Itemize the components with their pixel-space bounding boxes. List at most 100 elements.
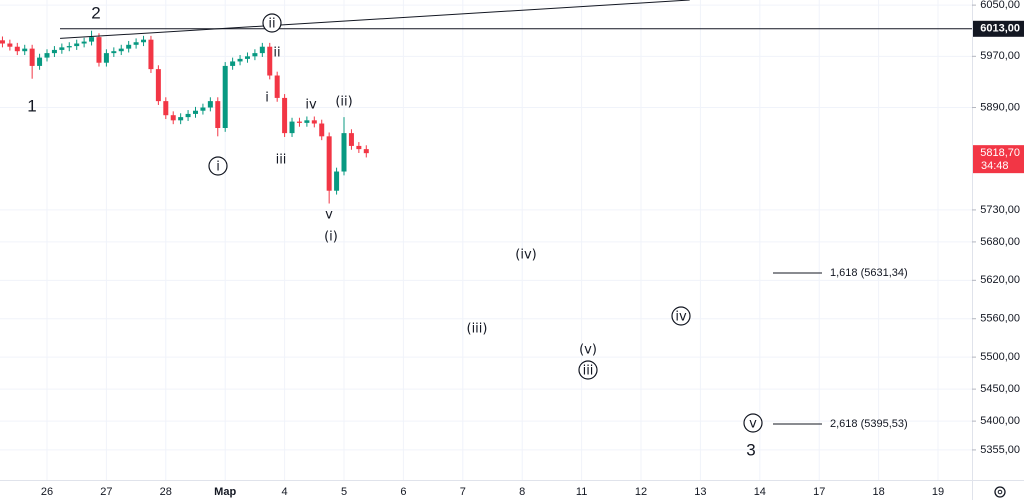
grid bbox=[0, 0, 972, 480]
candle-body bbox=[178, 117, 184, 121]
candle-body bbox=[7, 43, 13, 47]
candle-body bbox=[348, 133, 354, 146]
candle-body bbox=[14, 46, 20, 52]
candle-body bbox=[111, 51, 117, 54]
candle-body bbox=[356, 145, 362, 150]
candle-body bbox=[274, 75, 280, 98]
candle-body bbox=[0, 40, 5, 44]
y-tick-label: 5400,00 bbox=[980, 415, 1020, 427]
candle-body bbox=[244, 56, 250, 59]
candle-body bbox=[59, 47, 65, 50]
wave-circle bbox=[578, 360, 598, 380]
candle-body bbox=[66, 46, 72, 48]
x-tick-label: 17 bbox=[813, 486, 825, 498]
wave-label: (i) bbox=[324, 230, 338, 245]
candle-body bbox=[44, 53, 50, 58]
candle-body bbox=[259, 46, 265, 54]
wave-label: (iv) bbox=[515, 248, 536, 263]
wave-label: i bbox=[265, 91, 269, 106]
fib-level-label: 2,618 (5395,53) bbox=[830, 418, 908, 430]
candle-body bbox=[252, 53, 258, 57]
candle-body bbox=[334, 171, 340, 191]
wave-label: iii bbox=[276, 153, 287, 168]
x-tick-label: Мар bbox=[214, 486, 236, 498]
x-tick-label: 7 bbox=[460, 486, 466, 498]
x-tick-label: 13 bbox=[694, 486, 706, 498]
candle-body bbox=[81, 41, 87, 44]
wave-label: (ii) bbox=[335, 95, 352, 110]
candle-body bbox=[103, 53, 109, 63]
x-tick-label: 5 bbox=[341, 486, 347, 498]
x-tick-label: 8 bbox=[519, 486, 525, 498]
wave-label: v bbox=[325, 208, 333, 223]
wave-label: (iii) bbox=[467, 322, 488, 337]
candle-body bbox=[230, 61, 236, 66]
candle-body bbox=[341, 133, 347, 172]
fib-level-label: 1,618 (5631,34) bbox=[830, 267, 908, 279]
wave-label: ii bbox=[268, 17, 275, 32]
y-tick-label: 5355,00 bbox=[980, 444, 1020, 456]
candle-body bbox=[89, 37, 95, 42]
candle-body bbox=[170, 115, 176, 121]
candle-body bbox=[282, 97, 288, 134]
y-tick-label: 5890,00 bbox=[980, 101, 1020, 113]
candle-body bbox=[29, 48, 35, 66]
candle-body bbox=[51, 49, 57, 54]
candle-body bbox=[126, 44, 132, 49]
wave-label: (v) bbox=[579, 343, 597, 358]
candle-body bbox=[207, 101, 213, 108]
price-line-badge bbox=[973, 20, 1024, 37]
x-tick-label: 18 bbox=[872, 486, 884, 498]
candle-body bbox=[118, 48, 124, 52]
candle-body bbox=[237, 58, 243, 62]
candle-body bbox=[74, 43, 80, 47]
countdown-label: 34:48 bbox=[981, 160, 1009, 172]
candle-body bbox=[141, 39, 147, 43]
trend-line bbox=[60, 0, 690, 39]
wave-label: ii bbox=[273, 46, 280, 61]
last-price-label: 5818,70 bbox=[980, 147, 1020, 159]
candle-body bbox=[215, 101, 221, 128]
x-tick-label: 4 bbox=[282, 486, 288, 498]
y-tick-label: 5620,00 bbox=[980, 274, 1020, 286]
settings-icon[interactable] bbox=[994, 486, 1006, 498]
wave-label: 1 bbox=[27, 96, 36, 115]
x-tick-label: 28 bbox=[160, 486, 172, 498]
last-price-badge bbox=[973, 145, 1024, 174]
candle-body bbox=[155, 69, 161, 102]
candle-body bbox=[96, 37, 102, 63]
settings-button[interactable] bbox=[994, 486, 1006, 498]
wave-label: 3 bbox=[746, 440, 755, 459]
candle-body bbox=[363, 149, 369, 154]
candle-body bbox=[193, 110, 199, 114]
y-tick-label: 5450,00 bbox=[980, 383, 1020, 395]
wave-label: v bbox=[749, 417, 757, 432]
candle-body bbox=[296, 121, 302, 123]
wave-label: 2 bbox=[91, 3, 100, 22]
settings-icon-center bbox=[997, 489, 1003, 495]
y-tick-label: 5560,00 bbox=[980, 313, 1020, 325]
wave-label: i bbox=[216, 160, 220, 175]
wave-label: iii bbox=[583, 364, 594, 379]
candle-body bbox=[37, 57, 43, 66]
wave-circle bbox=[743, 413, 763, 433]
wave-label: iv bbox=[305, 98, 317, 113]
x-tick-label: 14 bbox=[754, 486, 766, 498]
x-tick-label: 19 bbox=[932, 486, 944, 498]
candle-body bbox=[326, 136, 332, 191]
candle-body bbox=[133, 42, 139, 45]
candle-body bbox=[222, 65, 228, 128]
y-tick-label: 5680,00 bbox=[980, 236, 1020, 248]
y-tick-label: 5500,00 bbox=[980, 351, 1020, 363]
y-tick-label: 6050,00 bbox=[980, 0, 1020, 11]
y-tick-label: 5730,00 bbox=[980, 204, 1020, 216]
candle-body bbox=[185, 113, 191, 118]
x-tick-label: 26 bbox=[41, 486, 53, 498]
candle-body bbox=[22, 48, 28, 52]
candle-body bbox=[267, 46, 273, 76]
candle-body bbox=[200, 107, 206, 111]
wave-circle bbox=[262, 13, 282, 33]
wave-circle bbox=[671, 306, 691, 326]
